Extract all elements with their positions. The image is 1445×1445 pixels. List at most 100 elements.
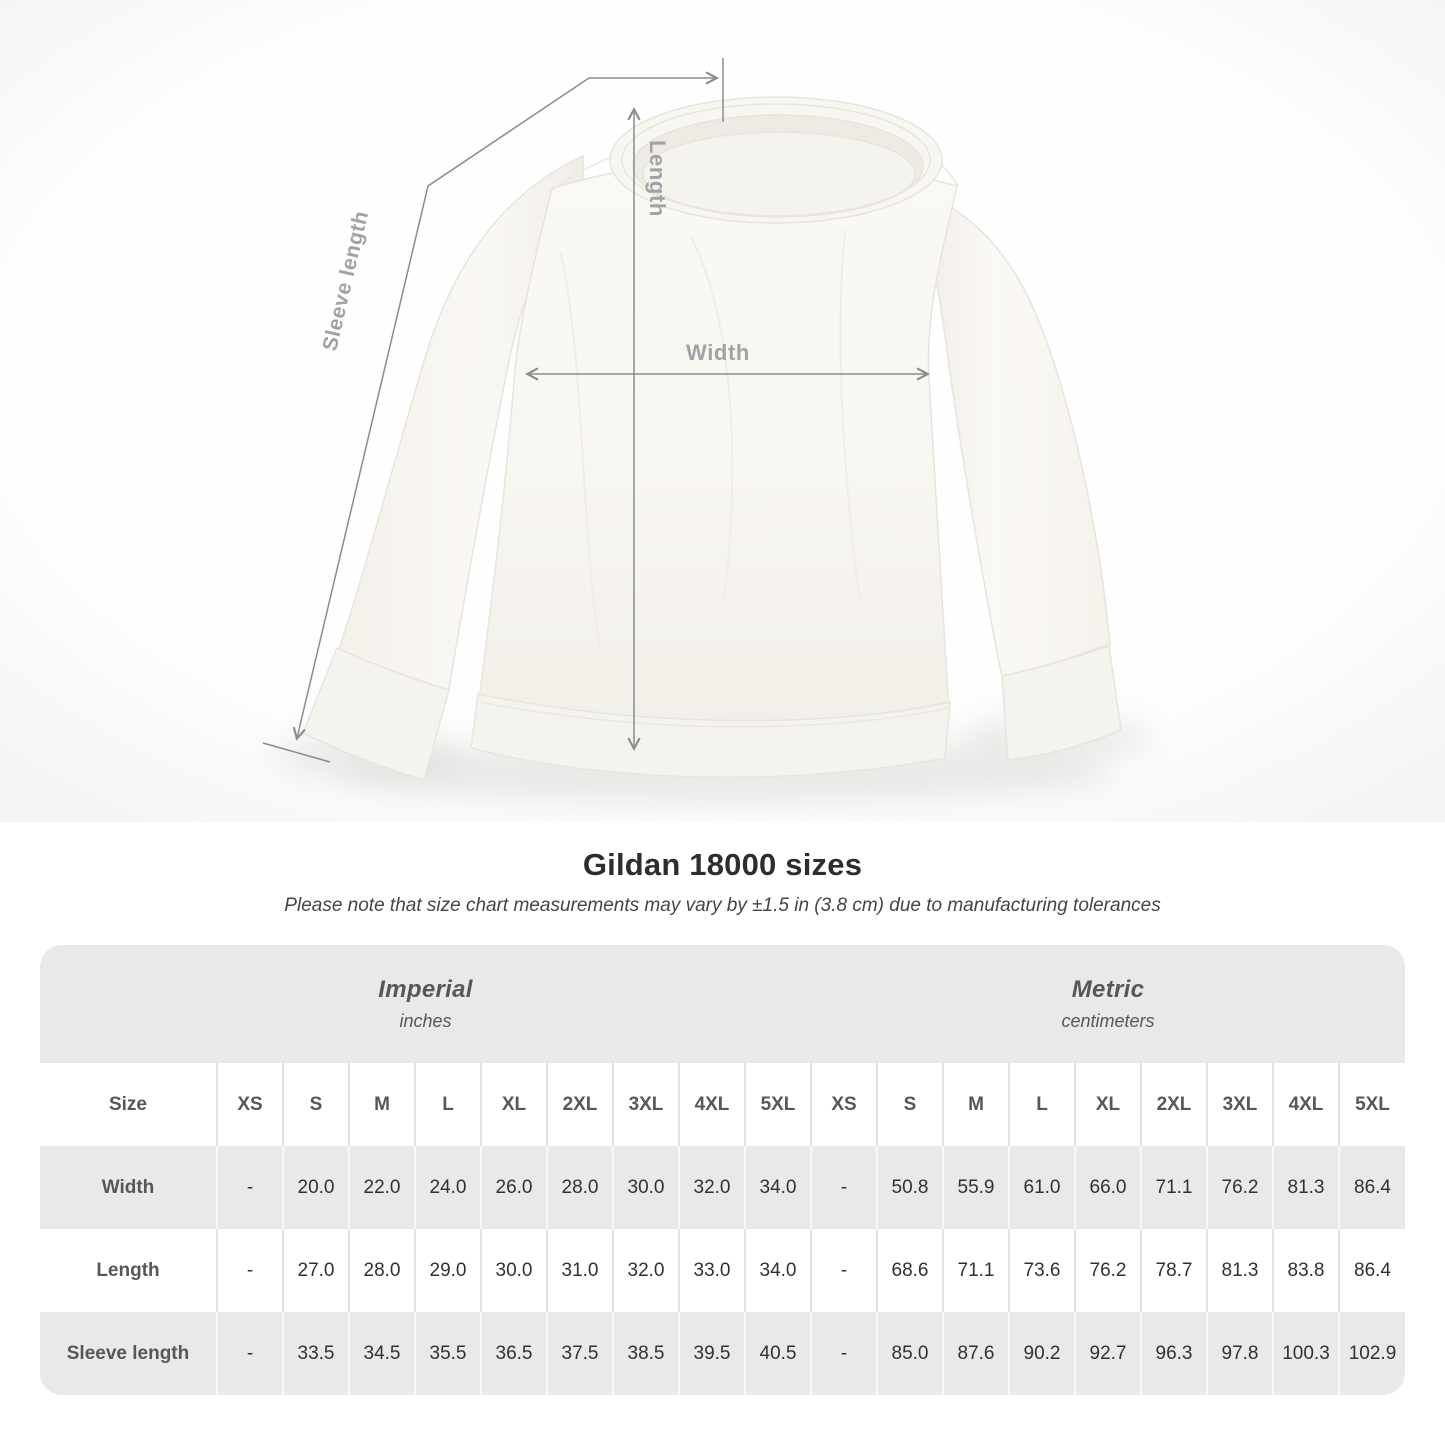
value-cell: 92.7 — [1074, 1312, 1141, 1395]
value-cell: 81.3 — [1272, 1146, 1339, 1229]
sleeve-end-tick — [262, 742, 331, 763]
size-chart-table: Imperial inches Metric centimeters Size … — [40, 945, 1405, 1395]
metric-unit: centimeters — [1061, 1011, 1155, 1031]
sweatshirt — [302, 96, 1122, 781]
value-cell: 76.2 — [1206, 1146, 1273, 1229]
value-cell: 102.9 — [1338, 1312, 1405, 1395]
value-cell: 86.4 — [1338, 1146, 1405, 1229]
size-header-cell: 5XL — [1338, 1063, 1405, 1146]
value-cell: 33.5 — [282, 1312, 349, 1395]
value-cell: 38.5 — [612, 1312, 679, 1395]
metric-label: Metric — [1071, 976, 1145, 1003]
size-header-cell: S — [282, 1063, 349, 1146]
value-cell: 96.3 — [1140, 1312, 1207, 1395]
value-cell: - — [216, 1146, 283, 1229]
value-cell: 71.1 — [1140, 1146, 1207, 1229]
row-label: Length — [96, 1259, 160, 1281]
value-cell: 73.6 — [1008, 1229, 1075, 1312]
left-cuff — [302, 646, 450, 781]
row-label: Sleeve length — [66, 1342, 190, 1364]
imperial-label: Imperial — [378, 976, 473, 1003]
value-cell: 34.0 — [744, 1229, 811, 1312]
row-label: Width — [101, 1176, 155, 1198]
size-header-cell: XL — [1074, 1063, 1141, 1146]
size-header-cell: XS — [216, 1063, 283, 1146]
value-cell: 36.5 — [480, 1312, 547, 1395]
value-cell: 55.9 — [942, 1146, 1009, 1229]
right-cuff — [1001, 644, 1122, 761]
imperial-group-header: Imperial inches — [40, 945, 811, 1063]
size-header-cell: M — [348, 1063, 415, 1146]
value-cell: 76.2 — [1074, 1229, 1141, 1312]
value-cell: 68.6 — [876, 1229, 943, 1312]
size-header-cell: L — [1008, 1063, 1075, 1146]
size-chart-title: Gildan 18000 sizes — [582, 847, 863, 882]
metric-group-header: Metric centimeters — [811, 945, 1405, 1063]
measurement-arrows — [262, 58, 927, 763]
imperial-unit: inches — [399, 1011, 452, 1031]
value-cell: 28.0 — [546, 1146, 613, 1229]
value-cell: 35.5 — [414, 1312, 481, 1395]
size-header-cell: 3XL — [1206, 1063, 1273, 1146]
value-cell: 28.0 — [348, 1229, 415, 1312]
unit-header-row: Imperial inches Metric centimeters — [40, 945, 1405, 1063]
value-cell: 34.5 — [348, 1312, 415, 1395]
waistband-seam — [479, 701, 949, 728]
value-cell: 33.0 — [678, 1229, 745, 1312]
value-cell: 87.6 — [942, 1312, 1009, 1395]
value-cell: 37.5 — [546, 1312, 613, 1395]
value-cell: 32.0 — [678, 1146, 745, 1229]
value-cell: 22.0 — [348, 1146, 415, 1229]
value-cell: 20.0 — [282, 1146, 349, 1229]
size-header-cell: 3XL — [612, 1063, 679, 1146]
size-chart-card: Imperial inches Metric centimeters Size … — [40, 945, 1405, 1395]
value-cell: - — [216, 1229, 283, 1312]
value-cell: 27.0 — [282, 1229, 349, 1312]
tolerance-note: Please note that size chart measurements… — [284, 895, 1161, 916]
size-header-cell: 5XL — [744, 1063, 811, 1146]
value-cell: 34.0 — [744, 1146, 811, 1229]
value-cell: - — [810, 1229, 877, 1312]
value-cell: 31.0 — [546, 1229, 613, 1312]
value-cell: 97.8 — [1206, 1312, 1273, 1395]
value-cell: - — [810, 1312, 877, 1395]
value-cell: 90.2 — [1008, 1312, 1075, 1395]
size-header-cell: S — [876, 1063, 943, 1146]
sweatshirt-body — [478, 156, 958, 728]
product-measurement-diagram: Length Width Sleeve length — [0, 0, 1445, 822]
width-label: Width — [686, 340, 750, 365]
value-cell: 83.8 — [1272, 1229, 1339, 1312]
size-header-row: Size XS S M L XL 2XL 3XL 4XL 5XL XS S M … — [40, 1063, 1405, 1146]
size-header-cell: XS — [810, 1063, 877, 1146]
row-sleeve-length: Sleeve length - 33.5 34.5 35.5 36.5 37.5… — [40, 1312, 1405, 1395]
size-header-cell: 2XL — [1140, 1063, 1207, 1146]
sweatshirt-illustration: Length Width Sleeve length — [0, 0, 1445, 822]
size-header-cell: 2XL — [546, 1063, 613, 1146]
value-cell: 40.5 — [744, 1312, 811, 1395]
value-cell: 29.0 — [414, 1229, 481, 1312]
value-cell: 61.0 — [1008, 1146, 1075, 1229]
value-cell: 81.3 — [1206, 1229, 1273, 1312]
length-label: Length — [645, 140, 670, 217]
size-header-cell: L — [414, 1063, 481, 1146]
waistband — [470, 693, 951, 778]
value-cell: 71.1 — [942, 1229, 1009, 1312]
value-cell: 86.4 — [1338, 1229, 1405, 1312]
row-length: Length - 27.0 28.0 29.0 30.0 31.0 32.0 3… — [40, 1229, 1405, 1312]
row-width: Width - 20.0 22.0 24.0 26.0 28.0 30.0 32… — [40, 1146, 1405, 1229]
value-cell: 78.7 — [1140, 1229, 1207, 1312]
collar — [609, 96, 943, 224]
size-header-cell: M — [942, 1063, 1009, 1146]
value-cell: 32.0 — [612, 1229, 679, 1312]
size-header-cell: 4XL — [678, 1063, 745, 1146]
value-cell: 26.0 — [480, 1146, 547, 1229]
value-cell: 30.0 — [612, 1146, 679, 1229]
right-sleeve — [914, 188, 1111, 683]
size-header-cell: XL — [480, 1063, 547, 1146]
value-cell: 30.0 — [480, 1229, 547, 1312]
value-cell: 100.3 — [1272, 1312, 1339, 1395]
value-cell: 66.0 — [1074, 1146, 1141, 1229]
value-cell: - — [810, 1146, 877, 1229]
value-cell: 85.0 — [876, 1312, 943, 1395]
value-cell: 50.8 — [876, 1146, 943, 1229]
